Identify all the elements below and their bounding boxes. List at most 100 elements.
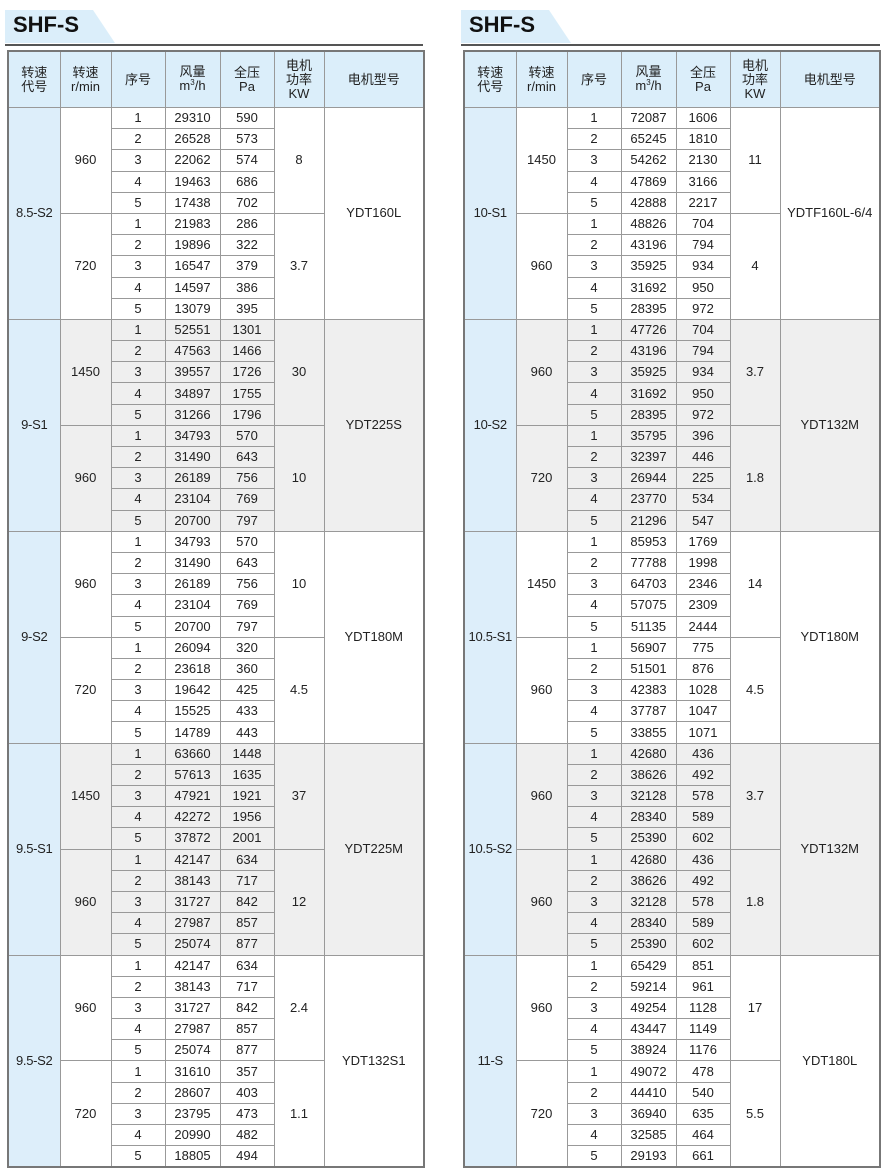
flow-cell: 14597 — [164, 276, 221, 299]
table-row: 4 15525 433 — [8, 700, 424, 723]
header-text: 转速 — [21, 64, 48, 80]
table-row: 5 42888 2217 — [464, 191, 880, 214]
table-row: 5 25390 602 — [464, 827, 880, 850]
flow-cell: 31266 — [164, 403, 221, 426]
seq-cell: 2 — [566, 234, 622, 257]
seq-cell: 2 — [110, 1081, 166, 1104]
pressure-cell: 643 — [219, 445, 275, 469]
speed-cell: 1450 — [515, 107, 568, 214]
seq-cell: 5 — [110, 191, 166, 214]
seq-cell: 2 — [566, 551, 622, 575]
header-pressure: 全压 Pa — [675, 50, 731, 108]
unit-superscript: 3 — [190, 77, 195, 87]
seq-cell: 3 — [110, 149, 166, 172]
seq-cell: 2 — [110, 869, 166, 892]
pressure-cell: 934 — [675, 361, 731, 384]
section-title: SHF-S — [469, 12, 535, 37]
table-row: 4 23770 534 — [464, 488, 880, 511]
seq-cell: 2 — [566, 1081, 622, 1104]
seq-cell: 4 — [566, 276, 622, 299]
flow-cell: 23795 — [164, 1102, 221, 1126]
header-pressure: 全压 Pa — [219, 50, 275, 108]
flow-cell: 28395 — [620, 403, 677, 426]
flow-cell: 37872 — [164, 827, 221, 850]
seq-cell: 2 — [566, 975, 622, 998]
motor-model-cell: YDT180M — [323, 530, 425, 744]
pressure-cell: 934 — [675, 255, 731, 278]
flow-cell: 34897 — [164, 382, 221, 405]
table-row: 2 43196 794 — [464, 340, 880, 363]
seq-cell: 2 — [110, 551, 166, 575]
pressure-cell: 756 — [219, 573, 275, 596]
flow-cell: 44410 — [620, 1081, 677, 1104]
header-text: 功率 — [285, 71, 312, 87]
pressure-cell: 386 — [219, 276, 275, 299]
seq-cell: 4 — [566, 1018, 622, 1041]
seq-cell: 5 — [110, 509, 166, 532]
table-row: 3 47921 1921 — [8, 784, 424, 808]
power-cell: 2.4 — [273, 954, 325, 1062]
unit: m — [635, 77, 647, 93]
header-text: Pa — [695, 78, 711, 94]
header-text: 功率 — [741, 71, 768, 87]
flow-cell: 31490 — [164, 551, 221, 575]
flow-cell: 25074 — [164, 1039, 221, 1062]
section-header: SHF-S — [461, 0, 880, 46]
power-cell: 4.5 — [273, 636, 325, 744]
table-row: 3 35925 934 — [464, 361, 880, 384]
table-row: 5 13079 395 — [8, 297, 424, 320]
flow-cell: 32128 — [620, 890, 677, 914]
seq-cell: 1 — [566, 318, 622, 342]
seq-cell: 5 — [566, 1039, 622, 1062]
table-header-row: 转速 代号 转速 r/min 序号 风量 m3/h 全压 Pa 电机 功率 KW 电机型号 — [463, 50, 881, 108]
flow-cell: 13079 — [164, 297, 221, 320]
pressure-cell: 717 — [219, 869, 275, 892]
table-row: 9.5-S2 960 1 42147 634 2.4 YDT132S1 — [7, 954, 425, 1168]
pressure-cell: 643 — [219, 551, 275, 575]
table-row: 4 27987 857 — [8, 1018, 424, 1041]
flow-cell: 21983 — [164, 212, 221, 236]
pressure-cell: 1796 — [219, 403, 275, 426]
table-row: 720 1 26094 320 4.5 — [8, 636, 424, 744]
speed-cell: 960 — [515, 212, 568, 320]
seq-cell: 5 — [110, 1145, 166, 1168]
seq-cell: 4 — [110, 276, 166, 299]
table-row: 5 20700 797 — [8, 509, 424, 532]
speed-cell: 960 — [59, 107, 112, 214]
pressure-cell: 950 — [675, 276, 731, 299]
power-cell: 3.7 — [729, 742, 781, 850]
pressure-cell: 775 — [675, 636, 731, 659]
seq-cell: 3 — [566, 255, 622, 278]
seq-cell: 2 — [566, 763, 622, 787]
table-row: 720 1 35795 396 1.8 — [464, 424, 880, 532]
table-row: 3 36940 635 — [464, 1102, 880, 1126]
pressure-cell: 2346 — [675, 573, 731, 596]
power-cell: 5.5 — [729, 1060, 781, 1168]
flow-cell: 29310 — [164, 106, 221, 130]
header-text: 电机型号 — [803, 71, 856, 87]
pressure-cell: 877 — [219, 933, 275, 956]
pressure-cell: 2444 — [675, 615, 731, 638]
flow-cell: 42680 — [620, 742, 677, 765]
seq-cell: 5 — [566, 721, 622, 744]
table-row: 10-S2 960 1 47726 704 3.7 YDT132M — [463, 318, 881, 532]
flow-cell: 32585 — [620, 1123, 677, 1147]
table-row: 9.5-S1 1450 1 63660 1448 37 YDT225M — [7, 742, 425, 956]
seq-cell: 1 — [110, 424, 166, 448]
seq-cell: 4 — [566, 700, 622, 723]
pressure-cell: 1956 — [219, 806, 275, 829]
pressure-cell: 635 — [675, 1102, 731, 1126]
pressure-cell: 704 — [675, 212, 731, 236]
power-cell: 3.7 — [273, 212, 325, 320]
unit-superscript: 3 — [646, 77, 651, 87]
pressure-cell: 602 — [675, 933, 731, 956]
flow-cell: 47726 — [620, 318, 677, 342]
table-row: 960 1 34793 570 10 — [8, 424, 424, 532]
power-cell: 1.8 — [729, 424, 781, 532]
pressure-cell: 436 — [675, 742, 731, 765]
flow-cell: 31490 — [164, 445, 221, 469]
seq-cell: 5 — [566, 403, 622, 426]
seq-cell: 1 — [566, 954, 622, 977]
seq-cell: 2 — [110, 975, 166, 998]
table-row: 4 31692 950 — [464, 276, 880, 299]
